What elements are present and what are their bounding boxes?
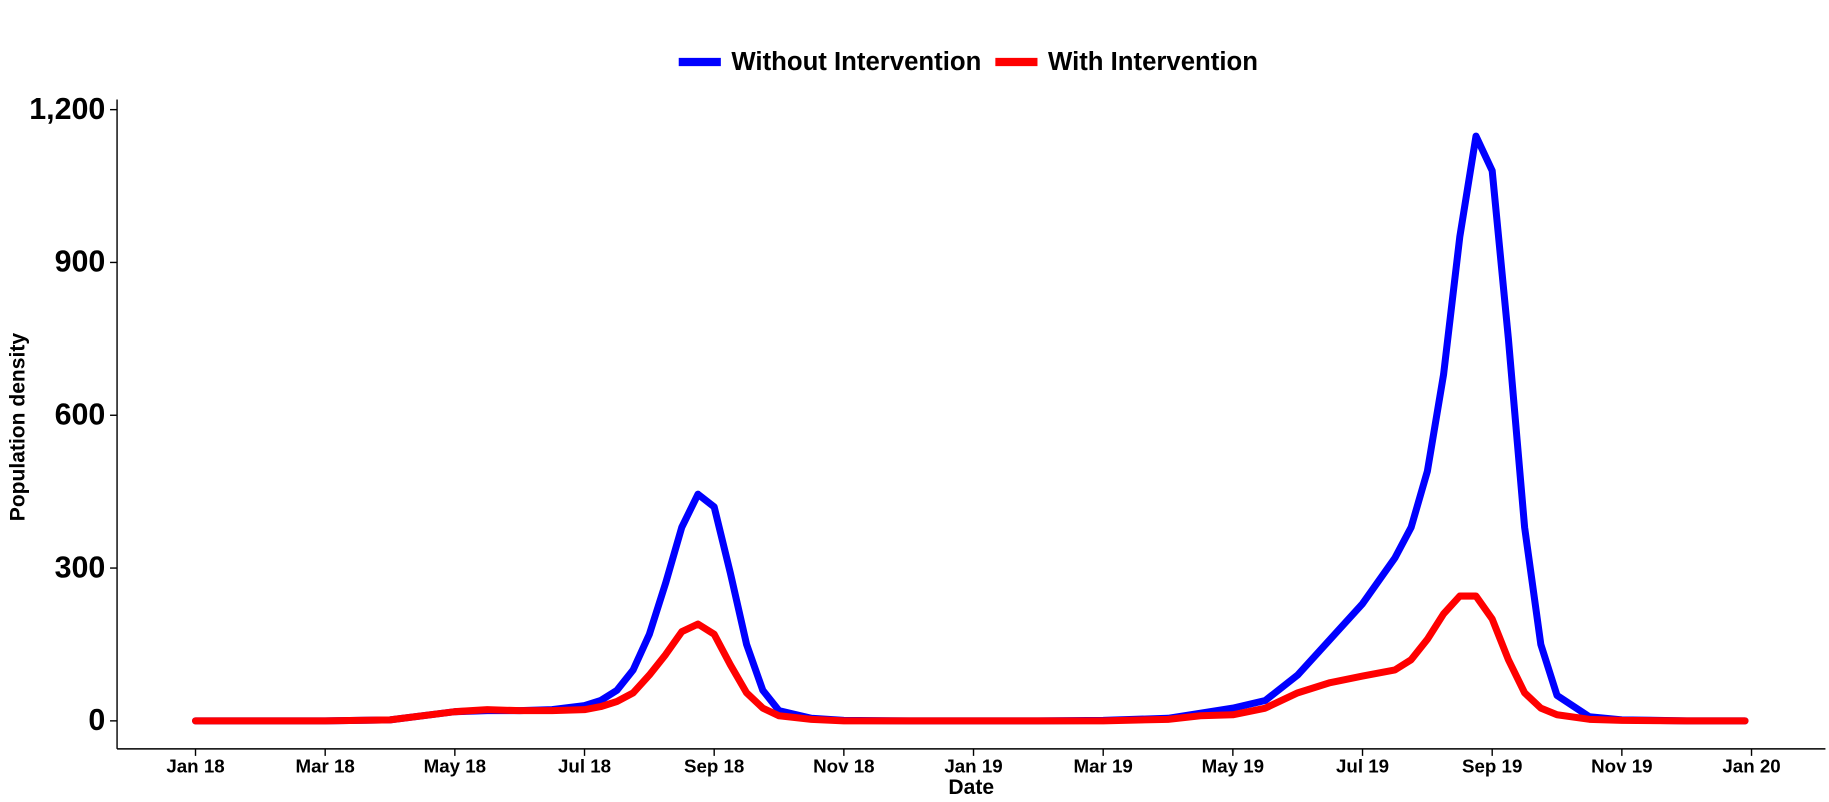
- y-tick-label: 0: [88, 703, 105, 737]
- x-tick-label: Jul 19: [1336, 756, 1389, 777]
- x-axis-label: Date: [948, 776, 994, 799]
- y-tick-label: 300: [55, 550, 106, 584]
- y-tick-label: 600: [55, 397, 106, 431]
- x-tick-label: Jan 19: [944, 756, 1002, 777]
- x-tick-label: Nov 18: [813, 756, 874, 777]
- series-line: [191, 132, 1749, 725]
- x-tick-label: Jan 20: [1722, 756, 1780, 777]
- x-tick-label: Nov 19: [1591, 756, 1652, 777]
- x-tick-label: Mar 19: [1074, 756, 1133, 777]
- x-tick-label: May 19: [1202, 756, 1264, 777]
- x-tick-label: Jul 18: [558, 756, 611, 777]
- series-line: [191, 592, 1749, 725]
- legend-label: Without Intervention: [731, 48, 981, 76]
- y-tick-label: 900: [55, 245, 106, 279]
- y-axis-label: Population density: [6, 333, 29, 522]
- x-tick-label: Sep 19: [1462, 756, 1522, 777]
- x-tick-label: Sep 18: [684, 756, 744, 777]
- x-tick-label: May 18: [424, 756, 486, 777]
- x-tick-label: Mar 18: [296, 756, 355, 777]
- x-tick-label: Jan 18: [166, 756, 224, 777]
- legend-label: With Intervention: [1048, 48, 1258, 76]
- y-tick-label: 1,200: [29, 92, 105, 126]
